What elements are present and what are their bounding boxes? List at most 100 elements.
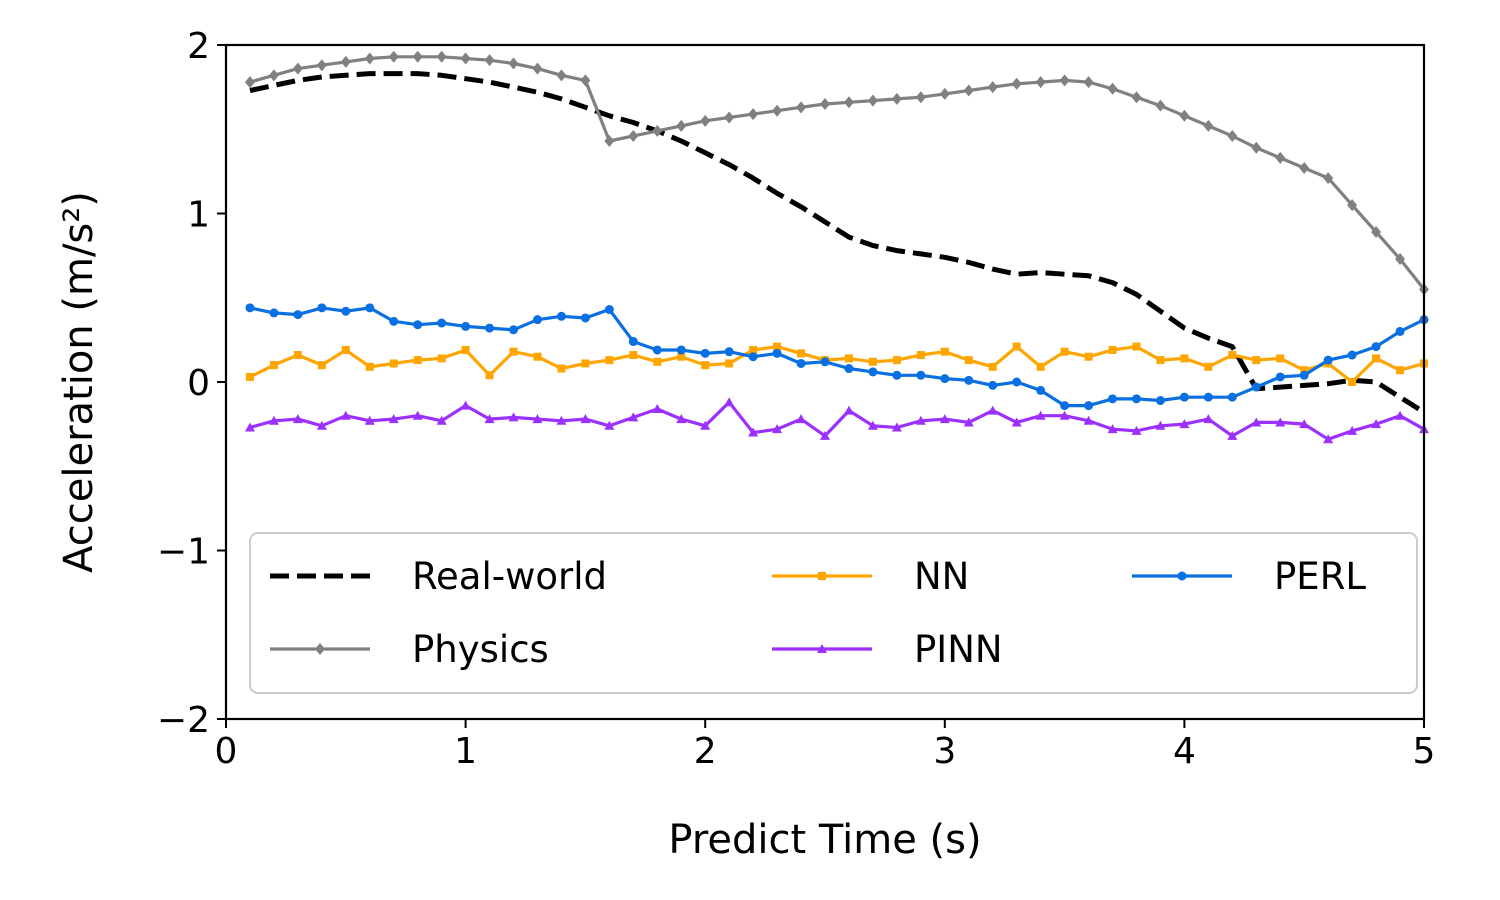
data-point [436, 415, 447, 425]
data-point [701, 361, 710, 370]
data-point [340, 55, 351, 68]
data-point [700, 114, 711, 127]
series-perl [245, 303, 1429, 411]
data-point [1348, 378, 1357, 386]
data-point [365, 362, 374, 371]
data-point [748, 352, 758, 362]
data-point [963, 84, 974, 97]
data-point [244, 422, 255, 432]
data-point [532, 62, 543, 75]
data-point [580, 414, 591, 424]
data-point [867, 94, 878, 107]
data-point [1011, 77, 1022, 90]
legend-label: Real-world [412, 555, 607, 598]
x-tick-label: 3 [933, 731, 956, 772]
data-point [1035, 76, 1046, 89]
data-point [1107, 82, 1118, 95]
series-physics [244, 50, 1429, 296]
data-point [413, 356, 422, 365]
data-point [796, 358, 806, 368]
data-point [1299, 419, 1310, 429]
data-point [1011, 417, 1022, 427]
data-point [557, 364, 566, 373]
data-point [844, 354, 853, 363]
data-point [1323, 355, 1333, 365]
data-point [437, 354, 446, 363]
data-point [1108, 394, 1118, 404]
data-point [269, 361, 278, 370]
data-point [724, 397, 735, 407]
data-point [364, 52, 375, 65]
data-point [1203, 392, 1213, 402]
data-point [677, 352, 686, 361]
data-point [964, 375, 974, 385]
data-point [556, 311, 566, 321]
data-point [796, 101, 807, 114]
data-point [389, 359, 398, 368]
ticks-layer: 0 1 2 3 4 5 −2 −1 0 1 2 [157, 26, 1436, 772]
data-point [891, 422, 902, 432]
data-point [1107, 424, 1118, 434]
data-point [1179, 419, 1190, 429]
data-point [1347, 350, 1357, 360]
data-point [1108, 345, 1117, 354]
data-point [556, 69, 567, 82]
data-point [628, 412, 639, 422]
data-point [820, 430, 830, 440]
x-tick-label: 0 [215, 731, 238, 772]
data-point [1251, 382, 1261, 392]
data-point [605, 356, 614, 365]
data-point [1012, 377, 1022, 387]
data-point [820, 97, 830, 110]
data-point [604, 420, 615, 430]
data-point [676, 345, 686, 355]
data-point [484, 414, 495, 424]
data-point [412, 50, 423, 63]
data-point [1323, 172, 1334, 185]
data-point [987, 81, 998, 94]
data-point [892, 356, 901, 365]
data-point [580, 74, 591, 87]
data-point [1179, 109, 1190, 122]
data-point [772, 104, 783, 117]
data-point [1275, 417, 1286, 427]
series-line-physics [249, 55, 1426, 291]
data-point [700, 420, 711, 430]
data-point [293, 310, 303, 320]
data-point [940, 347, 949, 356]
data-point [317, 303, 327, 313]
legend-item-perl: PERL [1132, 555, 1366, 598]
data-point [604, 135, 615, 148]
legend-label: PINN [914, 628, 1003, 671]
data-point [987, 405, 998, 415]
data-point [1131, 91, 1142, 104]
data-point [413, 320, 423, 330]
data-point [724, 111, 735, 124]
y-axis-label: Acceleration (m/s²) [56, 191, 102, 573]
data-point [1059, 74, 1070, 87]
legend-item-real-world: Real-world [270, 555, 607, 598]
data-point [1012, 342, 1021, 351]
data-point [628, 129, 639, 142]
data-point [628, 337, 638, 347]
data-point [748, 108, 759, 121]
data-point [988, 380, 998, 390]
data-point [652, 403, 663, 413]
data-point [1180, 354, 1189, 363]
data-point [1275, 151, 1286, 164]
data-point [1396, 366, 1405, 375]
data-point [1252, 356, 1261, 365]
legend-marker [1177, 571, 1187, 581]
series-line-pinn [249, 400, 1425, 441]
series-real-world [249, 71, 1426, 415]
data-point [916, 351, 925, 360]
data-point [1036, 385, 1046, 395]
data-point [1251, 141, 1262, 154]
data-point [1155, 396, 1165, 406]
data-point [508, 412, 519, 422]
data-point [963, 417, 974, 427]
series-pinn [244, 397, 1429, 444]
data-point [772, 424, 783, 434]
legend-box [249, 532, 1418, 694]
